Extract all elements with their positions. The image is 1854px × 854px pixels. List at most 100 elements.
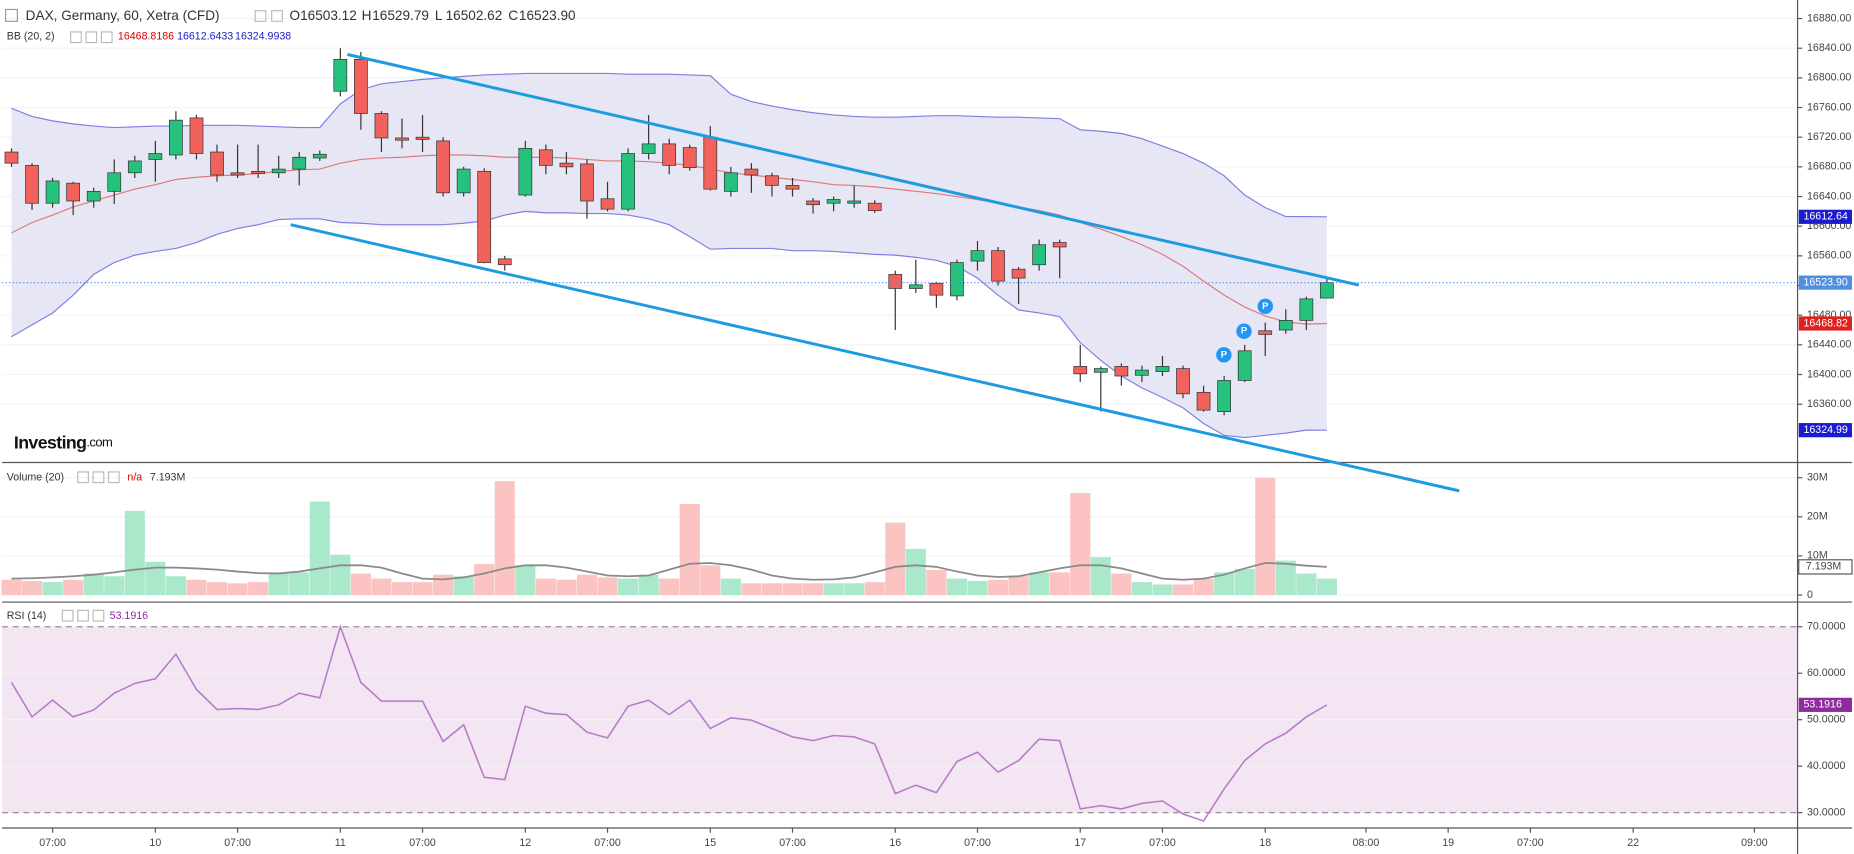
volume-bar <box>1111 573 1132 596</box>
candle-body <box>703 136 718 190</box>
x-tick-label: 07:00 <box>964 837 991 849</box>
candle-body <box>292 156 307 170</box>
volume-bar <box>104 576 125 596</box>
trend-line <box>290 223 1460 493</box>
candle-body <box>765 175 779 186</box>
icon[interactable] <box>61 609 74 622</box>
ma-tag <box>1798 559 1853 575</box>
icon[interactable] <box>107 471 120 484</box>
volume-bar <box>433 574 454 596</box>
legend-value: 16468.8186 <box>118 30 174 42</box>
candle-body <box>45 180 60 204</box>
volume-bar <box>1008 576 1029 596</box>
volume-bar <box>1275 560 1296 596</box>
y-tick-label: 20M <box>1807 511 1828 523</box>
icon[interactable] <box>70 31 82 44</box>
candle-body <box>950 262 964 297</box>
candle-body <box>415 136 430 140</box>
candle-body <box>456 168 471 194</box>
candle-body <box>888 274 903 289</box>
candle-body <box>86 190 101 202</box>
quote-prefix: H <box>362 8 372 23</box>
candle-body <box>333 58 348 92</box>
candle-body <box>312 153 327 159</box>
volume-bar <box>124 510 145 596</box>
collapse-icon[interactable] <box>4 8 18 22</box>
y-tick-label: 50.0000 <box>1807 713 1845 725</box>
band-fill <box>11 73 1327 438</box>
volume-bar <box>289 572 310 596</box>
volume-bar <box>21 580 43 596</box>
logo-suffix: .com <box>86 435 112 450</box>
candle-body <box>395 137 409 141</box>
candle-body <box>1176 368 1190 395</box>
volume-bar <box>371 578 392 596</box>
volume-bar <box>474 564 495 596</box>
volume-bar <box>1193 578 1214 596</box>
icon[interactable] <box>92 471 105 484</box>
y-tick-label: 16720.00 <box>1807 131 1851 143</box>
candle-body <box>1052 242 1067 248</box>
logo: Investing.com <box>14 432 112 452</box>
y-tick-label: 40.0000 <box>1807 760 1845 772</box>
candle-body <box>641 143 656 154</box>
band-tag-label: 16612.64 <box>1803 211 1847 223</box>
volume-bar <box>453 576 474 596</box>
x-tick-label: 18 <box>1259 837 1271 849</box>
price-tag <box>1798 275 1852 290</box>
candle-body <box>847 200 862 204</box>
y-tick-label: 16360.00 <box>1807 398 1851 410</box>
pivot-label: P <box>1221 349 1227 360</box>
volume-bar <box>227 583 248 596</box>
candle-body <box>1237 350 1252 381</box>
volume-bar <box>556 579 577 596</box>
candle-body <box>1320 282 1334 299</box>
icon[interactable] <box>92 609 105 622</box>
icon[interactable] <box>85 31 98 44</box>
volume-bar <box>1049 572 1070 596</box>
candle-body <box>539 149 553 166</box>
y-tick-label: 16760.00 <box>1807 101 1851 113</box>
volume-bar <box>268 572 289 596</box>
candle-body <box>1011 268 1026 279</box>
candle-body <box>1278 320 1293 331</box>
icon[interactable] <box>271 10 283 22</box>
volume-ma <box>11 562 1327 581</box>
volume-bar <box>1296 573 1317 596</box>
band-tag-label: 16468.82 <box>1803 317 1847 329</box>
volume-bar <box>1172 584 1194 596</box>
quote-prefix: C <box>508 8 518 23</box>
rsi-tag <box>1798 697 1852 712</box>
volume-bar <box>638 574 659 596</box>
quote-prefix: O <box>289 8 300 23</box>
volume-bar <box>720 578 741 596</box>
candle-body <box>25 165 39 204</box>
candle-body <box>1155 366 1170 372</box>
candle-body <box>189 117 204 154</box>
volume-bar <box>864 582 885 596</box>
y-tick-label: 16400.00 <box>1807 368 1851 380</box>
candle-body <box>1299 298 1314 321</box>
candle-body <box>908 284 923 289</box>
band-upper <box>11 72 1327 218</box>
icon[interactable] <box>254 10 267 22</box>
volume-bar <box>885 522 906 596</box>
x-tick-label: 19 <box>1442 837 1454 849</box>
volume-bar <box>1152 584 1173 596</box>
y-tick-label: 30M <box>1807 472 1828 484</box>
volume-bar <box>700 565 721 596</box>
volume-bar <box>741 583 762 596</box>
volume-bar <box>1070 492 1091 596</box>
x-tick-label: 07:00 <box>594 837 621 849</box>
candle-body <box>354 58 368 114</box>
volume-bar <box>1029 572 1050 596</box>
candle-body <box>621 153 635 210</box>
icon[interactable] <box>77 609 89 622</box>
icon[interactable] <box>100 31 113 44</box>
icon[interactable] <box>77 471 89 484</box>
candle-body <box>744 168 759 176</box>
volume-bar <box>926 569 947 596</box>
candle-body <box>1073 366 1088 375</box>
candle-body <box>127 160 142 174</box>
x-tick-label: 07:00 <box>224 837 251 849</box>
